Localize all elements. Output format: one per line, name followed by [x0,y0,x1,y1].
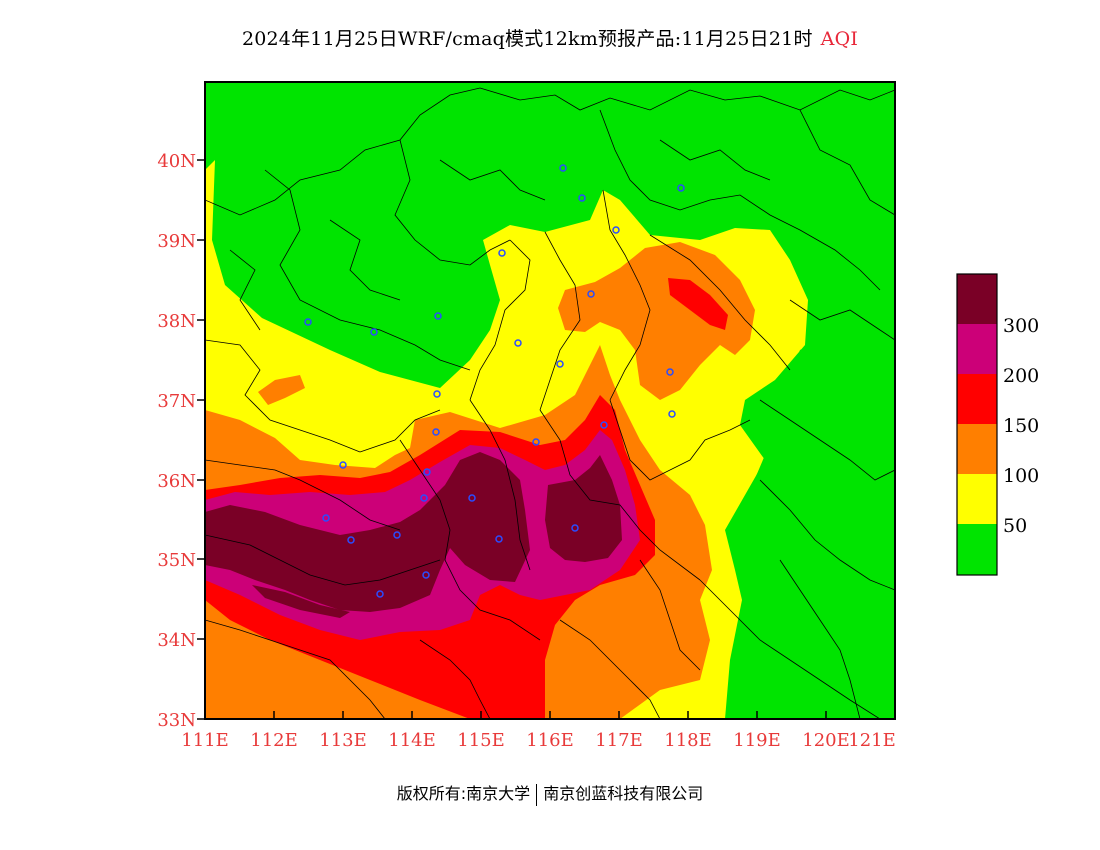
colorbar-label: 300 [1003,315,1039,337]
city-marker [559,164,567,172]
y-tick-label: 37N [157,391,196,412]
aqi-zone-unhealthy-sensitive-spot [258,375,305,405]
y-tick-label: 35N [157,550,196,571]
city-marker [423,468,431,476]
city-marker [600,421,608,429]
colorbar-label: 150 [1003,415,1039,437]
city-markers [304,164,685,598]
city-marker [514,339,522,347]
city-marker [420,494,428,502]
aqi-zone-hazardous-east [545,455,622,562]
aqi-zone-unhealthy-sensitive-north [558,242,755,400]
city-marker [422,571,430,579]
x-tick-label: 114E [388,730,436,751]
x-tick-label: 116E [526,730,574,751]
city-marker [677,184,685,192]
city-marker [433,390,441,398]
city-marker [347,536,355,544]
x-tick-label: 113E [319,730,367,751]
city-marker [339,461,347,469]
map-title: 2024年11月25日WRF/cmaq模式12km预报产品:11月25日21时 A… [0,24,1100,51]
aqi-field [205,82,895,719]
colorbar-swatch [957,524,997,575]
city-marker [498,249,506,257]
city-marker [376,590,384,598]
y-axis: 33N 34N 35N 36N 37N 38N 39N 40N [157,151,196,731]
y-tick-label: 39N [157,231,196,252]
city-marker [370,328,378,336]
city-marker [571,524,579,532]
colorbar-swatch [957,274,997,324]
admin-boundaries [205,87,895,719]
axis-ticks [197,159,827,720]
colorbar-swatch [957,424,997,474]
x-tick-label: 117E [595,730,643,751]
city-marker [322,514,330,522]
footer-divider [536,783,538,806]
aqi-zone-hazardous [205,452,530,612]
y-tick-label: 40N [157,151,196,172]
city-marker [556,360,564,368]
footer-right: 南京创蓝科技有限公司 [543,784,704,803]
colorbar-frame [956,273,998,576]
colorbar-label: 200 [1003,365,1039,387]
x-tick-label: 120E [802,730,850,751]
x-axis: 111E 112E 113E 114E 115E 116E 117E 118E … [181,730,896,751]
colorbar-label: 50 [1003,515,1027,537]
city-marker [304,318,312,326]
x-tick-label: 111E [181,730,229,751]
city-marker [434,312,442,320]
colorbar-swatch [957,324,997,374]
city-marker [393,531,401,539]
city-marker [587,290,595,298]
x-tick-label: 121E [848,730,896,751]
footer-left: 版权所有:南京大学 [396,784,531,803]
y-tick-label: 36N [157,471,196,492]
x-tick-label: 118E [664,730,712,751]
aqi-zone-hazardous-south [252,585,350,618]
colorbar-swatch [957,374,997,424]
y-tick-label: 34N [157,630,196,651]
city-marker [495,535,503,543]
title-variable: AQI [820,28,859,50]
city-marker [432,428,440,436]
city-marker [532,438,540,446]
x-tick-label: 112E [250,730,298,751]
city-marker [578,194,586,202]
city-marker [612,226,620,234]
copyright-footer: 版权所有:南京大学 南京创蓝科技有限公司 [0,780,1100,806]
colorbar-label: 100 [1003,465,1039,487]
colorbar-swatch [957,474,997,524]
y-tick-label: 33N [157,710,196,731]
city-marker [668,410,676,418]
aqi-zone-good-east [728,300,895,719]
city-marker [666,368,674,376]
city-marker [468,494,476,502]
title-main: 2024年11月25日WRF/cmaq模式12km预报产品:11月25日21时 [241,28,813,50]
x-tick-label: 119E [733,730,781,751]
y-tick-label: 38N [157,311,196,332]
colorbar: 300 200 150 100 50 [956,273,1039,576]
x-tick-label: 115E [457,730,505,751]
aqi-zone-unhealthy-north [668,278,728,330]
